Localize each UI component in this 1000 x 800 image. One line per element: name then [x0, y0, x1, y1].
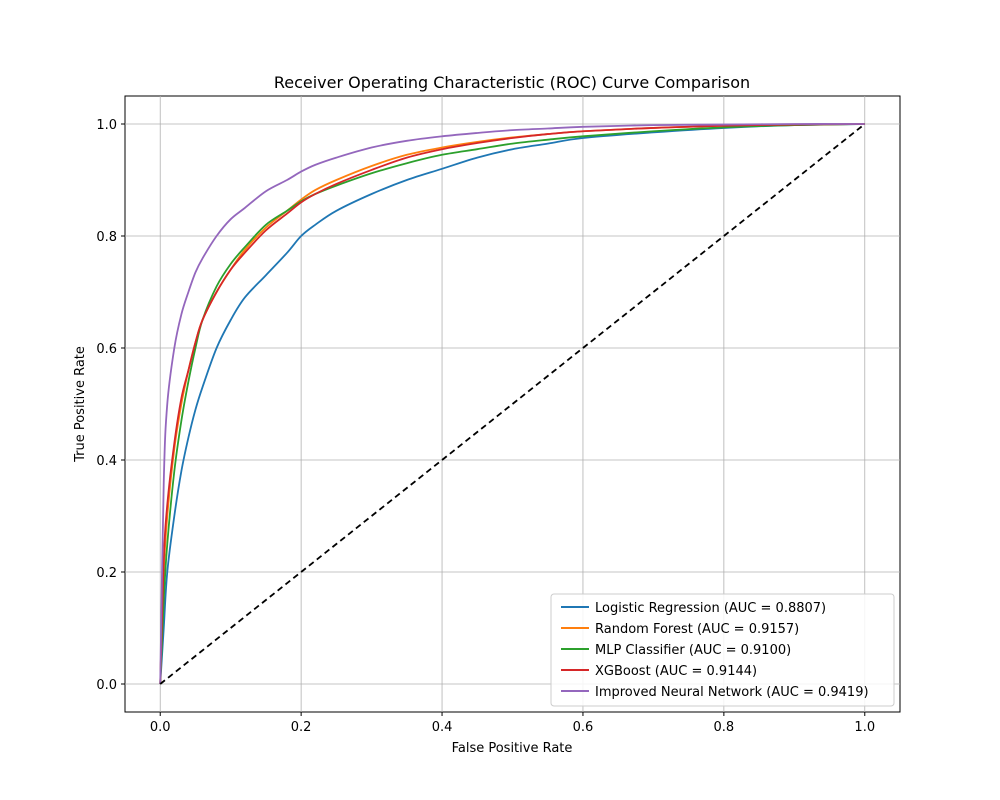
y-axis-ticks: 0.0 0.2 0.4 0.6 0.8 1.0: [96, 118, 125, 693]
series-line-3: [159, 123, 865, 685]
x-tick-label: 0.6: [573, 720, 594, 735]
chart-title: Receiver Operating Characteristic (ROC) …: [274, 73, 750, 92]
y-tick-label: 0.8: [96, 230, 117, 245]
legend-label: Logistic Regression (AUC = 0.8807): [595, 601, 826, 616]
series-line-5: [159, 123, 865, 685]
series-line-4: [159, 123, 865, 685]
x-tick-label: 0.8: [714, 720, 735, 735]
y-tick-label: 0.6: [96, 342, 117, 357]
y-tick-label: 0.4: [96, 454, 117, 469]
legend-label: MLP Classifier (AUC = 0.9100): [595, 643, 791, 658]
legend-label: Improved Neural Network (AUC = 0.9419): [595, 685, 869, 700]
y-axis-label: True Positive Rate: [73, 346, 88, 463]
x-axis-label: False Positive Rate: [452, 741, 573, 756]
legend: Logistic Regression (AUC = 0.8807) Random…: [550, 593, 895, 707]
y-tick-label: 1.0: [96, 118, 117, 133]
x-tick-label: 0.0: [150, 720, 171, 735]
x-axis-ticks: 0.0 0.2 0.4 0.6 0.8 1.0: [150, 712, 875, 735]
y-tick-label: 0.0: [96, 678, 117, 693]
series-line-1: [159, 123, 865, 685]
series-lines: [159, 123, 866, 685]
x-tick-label: 0.4: [432, 720, 453, 735]
legend-label: XGBoost (AUC = 0.9144): [595, 664, 757, 679]
x-tick-label: 0.2: [291, 720, 312, 735]
legend-label: Random Forest (AUC = 0.9157): [595, 622, 799, 637]
legend-box: [550, 593, 895, 707]
x-tick-label: 1.0: [854, 720, 875, 735]
y-tick-label: 0.2: [96, 566, 117, 581]
